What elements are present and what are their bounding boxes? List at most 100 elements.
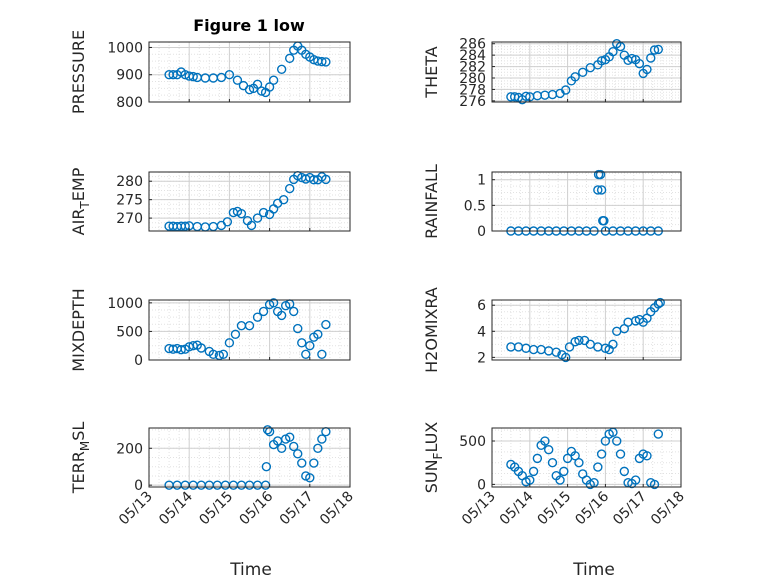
data-point [297,458,307,468]
data-point [655,297,665,308]
data-point [653,44,664,55]
data-point [244,321,255,331]
data-point [551,347,561,357]
data-point [321,319,331,330]
data-point [596,56,607,66]
data-point [313,329,323,339]
data-point [547,458,558,468]
data-point [268,298,279,308]
data-point [216,72,227,83]
data-point [528,466,539,477]
subplot-4: 0 0.5 1 RAINFALL [422,164,682,240]
data-point [593,185,603,195]
data-point [214,350,225,361]
y-axis-label: RAINFALL [422,164,441,239]
data-point [627,53,637,64]
y-tick-label: 286 [459,37,486,53]
data-point [615,41,626,52]
subplot-5: 0 500 1000 MIXDEPTH [69,288,351,372]
data-point [252,312,263,322]
y-tick-label: 0.5 [464,198,486,214]
data-point [596,185,607,195]
y-tick-label: 1000 [107,296,143,312]
xlabel-left: Time [229,560,272,580]
y-tick-label: 280 [116,174,143,190]
y-axis-label: THETA [422,46,441,98]
data-point [278,194,289,205]
y-tick-label: 278 [459,82,486,98]
y-tick-label: 900 [116,68,143,84]
data-point [293,323,303,334]
y-tick-label: 276 [459,94,486,110]
data-point [293,449,303,459]
data-point [176,345,186,355]
data-point [309,458,319,468]
data-point [305,341,315,351]
axes-box [148,427,351,488]
data-point [268,75,279,85]
data-point [232,75,243,85]
axes-box [491,171,682,232]
y-tick-label: 6 [477,298,486,314]
data-point [615,449,626,459]
y-tick-label: 500 [116,324,143,340]
data-point [570,72,580,82]
data-point [262,425,273,435]
data-point [630,475,641,485]
data-point [596,449,607,459]
y-tick-label: 284 [459,48,486,64]
data-point [208,349,219,359]
data-point [570,451,580,461]
data-point [236,208,247,219]
data-point [619,466,629,477]
y-tick-label: 0 [134,353,143,369]
data-point [561,352,571,363]
data-point [256,86,267,96]
y-tick-label: 0 [477,224,486,240]
data-point [258,207,269,218]
data-point [276,310,287,321]
y-axis-label: PRESSURE [69,30,88,114]
data-point [317,349,327,359]
data-point [289,306,299,317]
data-point [224,70,235,80]
data-point [317,56,327,67]
data-point [612,436,622,446]
axes-box [491,41,682,103]
y-tick-label: 500 [459,434,486,450]
data-point [168,70,178,80]
data-point [317,434,327,444]
y-tick-label: 0 [134,478,143,494]
data-point [230,329,241,339]
data-point [608,339,618,350]
data-point [285,432,295,442]
subplot-6: 2 4 6 H2OMIXRA [422,287,682,373]
data-point [555,475,565,485]
data-point [261,462,272,472]
y-tick-label: 282 [459,60,486,76]
data-point [252,79,263,89]
data-point [246,220,257,231]
data-point [244,85,255,95]
data-point [649,45,660,55]
data-point [276,443,287,453]
data-point [180,221,190,231]
data-point [222,217,233,227]
data-point [252,213,263,223]
axes-box [148,171,351,232]
data-point [599,216,609,226]
axes-box [148,299,351,361]
y-tick-label: 275 [116,193,143,209]
data-point [313,443,323,453]
data-point [574,335,584,346]
axes-box [491,427,682,488]
data-point [309,175,319,185]
data-point [196,343,206,353]
data-point [646,53,656,63]
y-axis-label: H2OMIXRA [422,287,441,373]
data-point [642,64,652,75]
figure-title: Figure 1 low [193,16,305,35]
data-point [608,47,618,57]
